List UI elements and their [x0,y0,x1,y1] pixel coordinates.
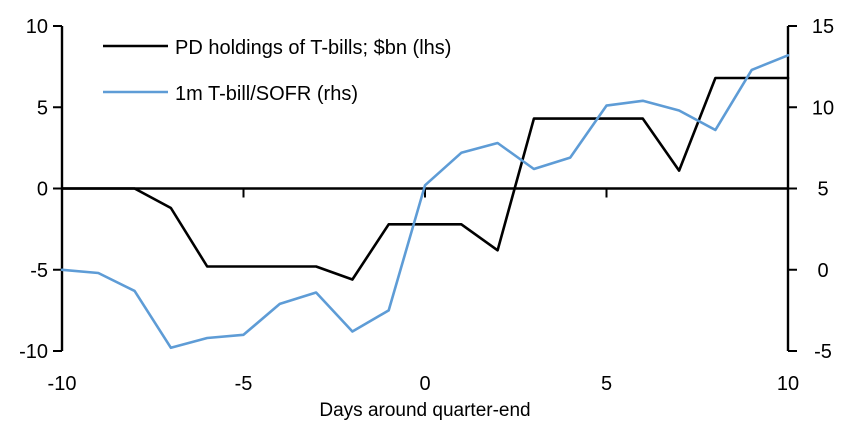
tick-labels-layer: 10 5 0 -5 -10 15 10 5 0 -5 -10 -5 0 5 10 [19,16,834,395]
x-axis-tick-label: 10 [777,373,799,395]
right-axis-tick-label: 15 [812,16,834,38]
tbill-sofr-line [60,53,790,350]
left-axis-tick-label: 5 [37,97,48,119]
x-axis-tick-label: -5 [235,373,253,395]
series-layer [60,53,790,350]
x-axis-title: Days around quarter-end [319,400,530,421]
legend-label-pd-holdings: PD holdings of T-bills; $bn (lhs) [175,37,451,59]
right-axis-tick-label: 0 [817,260,828,282]
left-axis-tick-label: -5 [30,260,48,282]
right-axis-tick-label: 5 [817,179,828,201]
right-axis-tick-label: 10 [812,97,834,119]
legend-label-tbill-sofr: 1m T-bill/SOFR (rhs) [175,83,358,105]
right-axis-tick-label: -5 [814,341,832,363]
legend: PD holdings of T-bills; $bn (lhs) 1m T-b… [103,37,451,105]
pd-holdings-line [60,76,790,281]
x-axis-tick-label: 5 [601,373,612,395]
left-axis-tick-label: 0 [37,179,48,201]
x-axis-tick-label: -10 [48,373,77,395]
legend-entry-pd-holdings: PD holdings of T-bills; $bn (lhs) [103,37,451,59]
x-axis-tick-label: 0 [419,373,430,395]
left-axis-tick-label: 10 [26,16,48,38]
left-axis-tick-label: -10 [19,341,48,363]
legend-entry-tbill-sofr: 1m T-bill/SOFR (rhs) [103,83,358,105]
